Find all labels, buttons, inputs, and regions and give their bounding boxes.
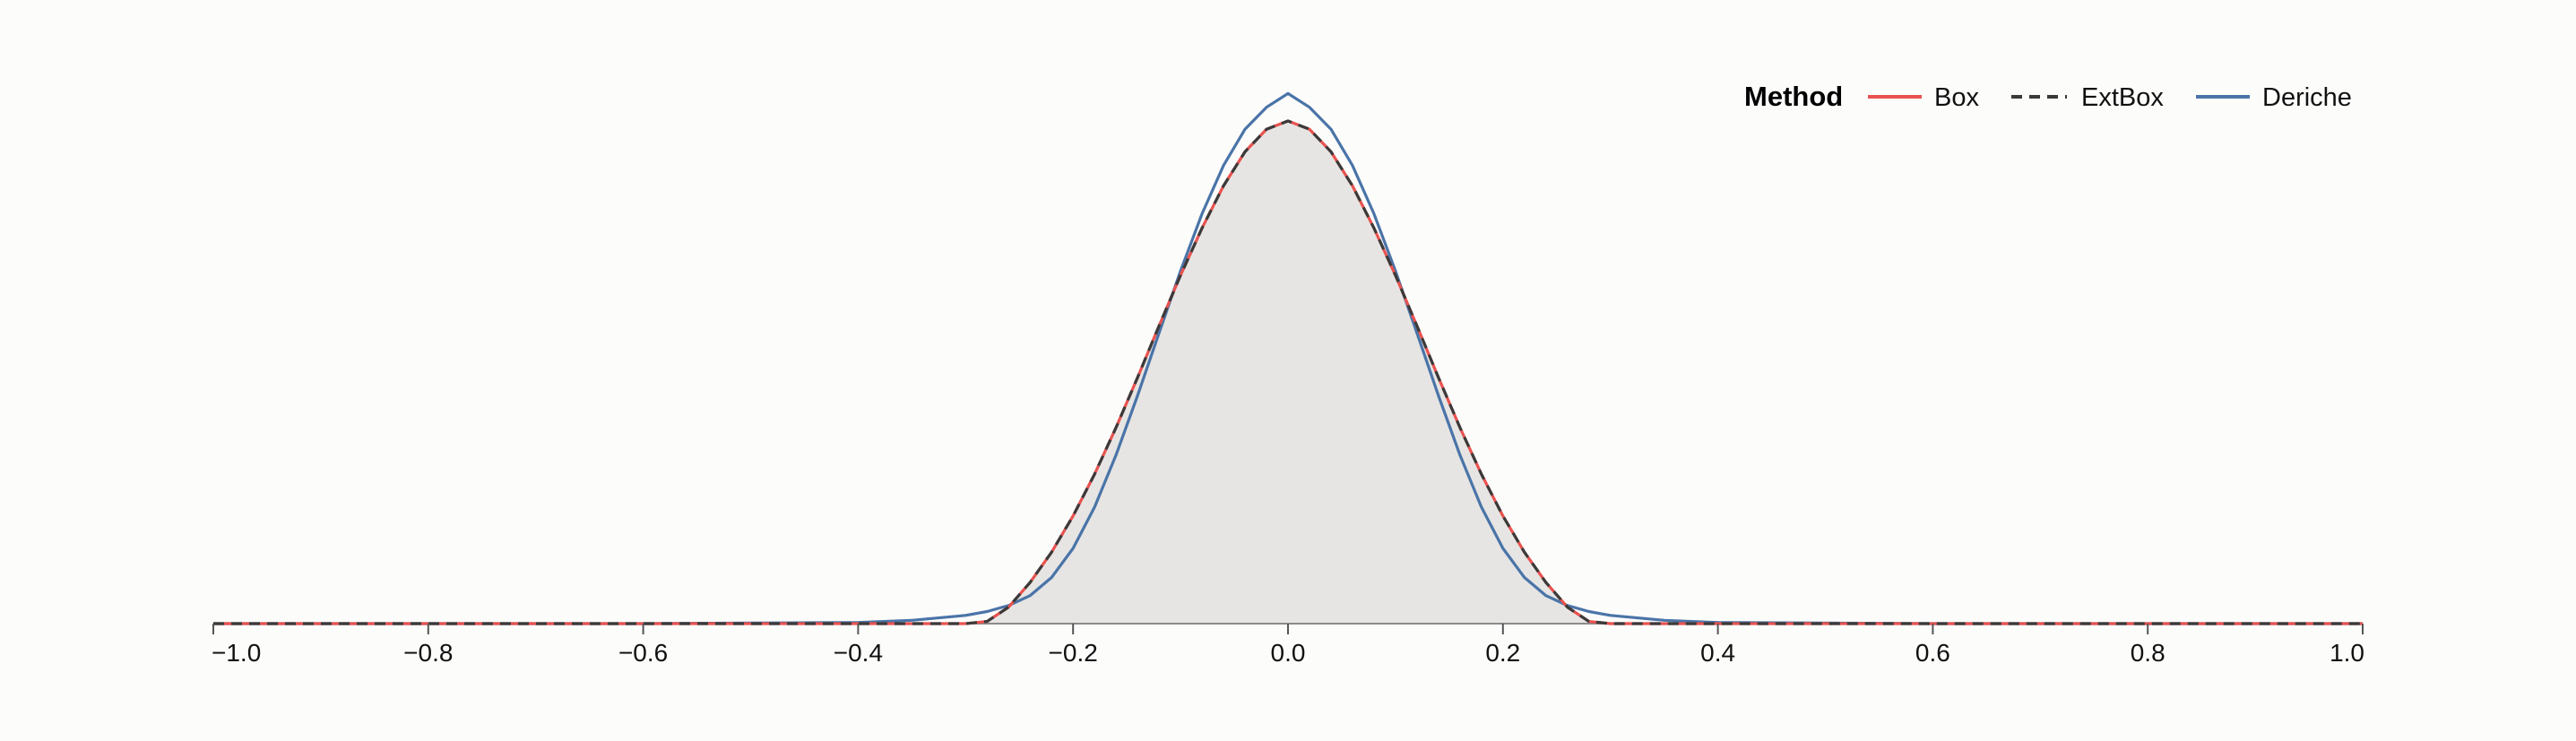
x-tick-label: 0.4 <box>1700 639 1735 667</box>
series-line-deriche <box>213 91 2363 625</box>
legend-title: Method <box>1744 81 1843 112</box>
x-tick-label: −0.2 <box>1049 639 1098 667</box>
legend-item-extbox[interactable]: ExtBox <box>2011 83 2164 112</box>
x-axis: −1.0 −0.8 −0.6 −0.4 −0.2 0.0 0.2 0.4 0.6 0.8 1.0 <box>212 624 2364 667</box>
legend-label: Deriche <box>2262 83 2352 112</box>
x-tick-label: 0.2 <box>1485 639 1520 667</box>
x-tick-label: 0.0 <box>1271 639 1306 667</box>
x-tick-label: −0.6 <box>618 639 668 667</box>
legend-label: Box <box>1934 83 1979 112</box>
legend-label: ExtBox <box>2081 83 2164 112</box>
x-tick-label: 0.8 <box>2131 639 2165 667</box>
legend-item-box[interactable]: Box <box>1868 83 1979 112</box>
legend[interactable]: Method Box ExtBox Deriche <box>1744 81 2352 112</box>
x-tick-label: 1.0 <box>2330 639 2364 667</box>
legend-item-deriche[interactable]: Deriche <box>2196 83 2352 112</box>
x-tick-label: −0.4 <box>834 639 883 667</box>
x-tick-label: 0.6 <box>1915 639 1950 667</box>
plot-area <box>213 91 2363 625</box>
x-tick-label: −1.0 <box>212 639 261 667</box>
x-tick-label: −0.8 <box>403 639 453 667</box>
density-area <box>213 121 2363 624</box>
series-line-extbox <box>213 119 2363 625</box>
